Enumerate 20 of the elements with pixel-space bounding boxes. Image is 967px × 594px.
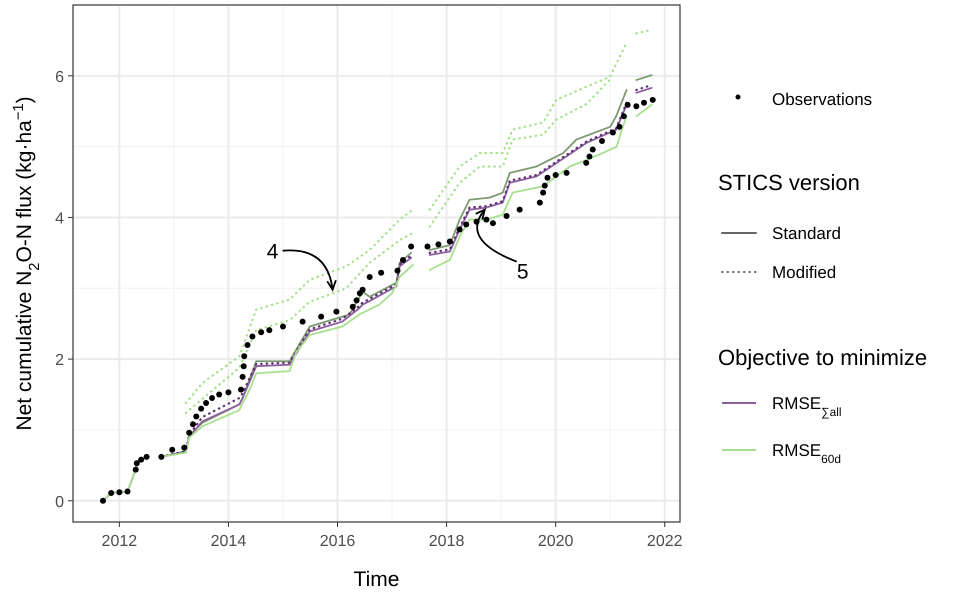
x-axis-title: Time xyxy=(354,568,400,591)
legend-label: RMSE$_{60d}$ xyxy=(772,441,841,466)
x-tick-label: 2014 xyxy=(210,533,246,550)
legend-label: RMSE$_{∑all}$ xyxy=(772,394,842,419)
legend-label: Observations xyxy=(772,90,872,109)
annotation: 4 xyxy=(266,240,279,264)
y-tick-label: 0 xyxy=(55,494,64,511)
y-tick-label: 4 xyxy=(55,210,64,228)
text: STICS version xyxy=(718,170,860,195)
text: Modified xyxy=(772,263,836,282)
annotation: 5 xyxy=(516,260,529,284)
y-tick-label: 2 xyxy=(55,352,64,370)
x-tick-label: 2018 xyxy=(428,533,464,550)
x-tick-label: 2022 xyxy=(646,533,683,550)
y-tick-label: 6 xyxy=(55,68,64,86)
legend-title: Objective to minimize xyxy=(718,345,928,370)
text: Standard xyxy=(772,224,841,243)
x-tick-label: 2016 xyxy=(320,533,356,550)
x-tick-label: 2020 xyxy=(538,533,574,550)
x-tick-label: 2012 xyxy=(102,533,138,550)
